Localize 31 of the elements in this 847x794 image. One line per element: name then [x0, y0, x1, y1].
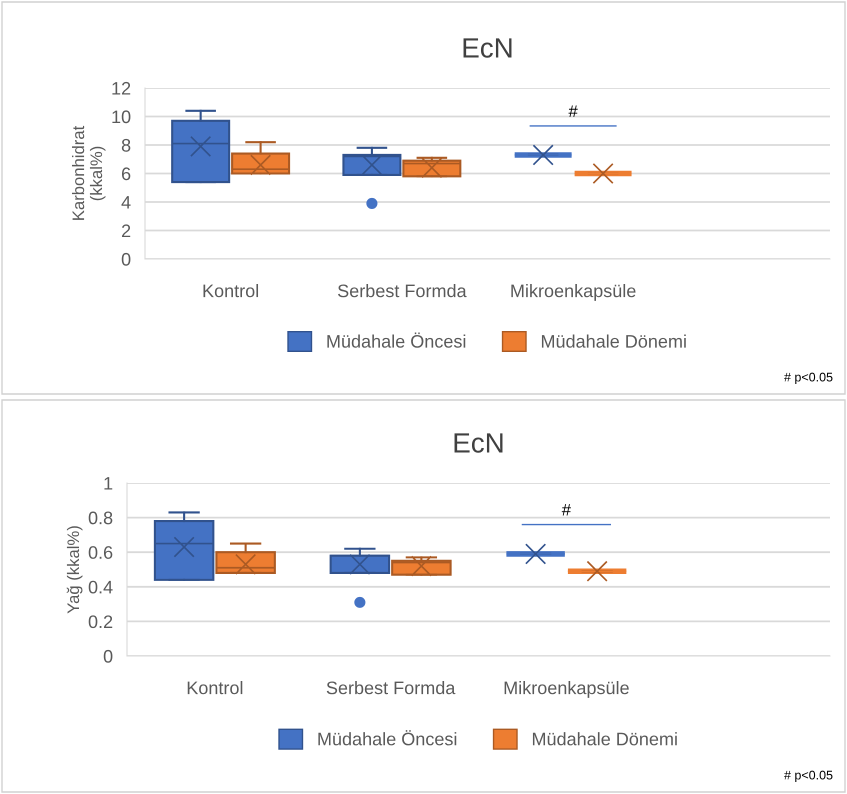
- legend-label: Müdahale Dönemi: [532, 732, 677, 746]
- text: # p<0.05: [784, 770, 832, 782]
- chart-title: EcN: [454, 433, 502, 453]
- legend-label: Müdahale Dönemi: [542, 334, 686, 348]
- y-tick-label: 0.2: [88, 615, 112, 628]
- text: # p<0.05: [784, 372, 832, 384]
- y-tick-label: 0.8: [88, 512, 112, 524]
- x-tick-label: Mikroenkapsüle: [511, 284, 636, 301]
- annotation: #: [562, 504, 571, 516]
- x-tick-label: Serbest Formda: [338, 284, 467, 298]
- legend-label: Müdahale Öncesi: [327, 332, 466, 348]
- y-tick-label: 0: [104, 650, 112, 663]
- y-tick-label: 0.4: [88, 580, 113, 594]
- x-tick-label: Kontrol: [188, 681, 242, 694]
- y-axis-title: Yağ (kkal%): [66, 526, 82, 614]
- y-tick-label: 4: [121, 196, 131, 209]
- annotation: #: [568, 105, 578, 117]
- x-tick-label: Serbest Formda: [326, 681, 456, 694]
- y-tick-label: 1: [104, 477, 112, 490]
- y-tick-label: 2: [122, 224, 130, 238]
- y-tick-label: 0.6: [88, 546, 112, 559]
- y-tick-label: 6: [122, 167, 130, 180]
- chart-title: EcN: [464, 38, 512, 58]
- y-tick-label: 10: [112, 110, 130, 124]
- x-tick-label: Mikroenkapsüle: [504, 681, 629, 698]
- legend-label: Müdahale Öncesi: [318, 730, 456, 746]
- x-tick-label: Kontrol: [204, 284, 258, 298]
- y-tick-label: 0: [122, 252, 130, 266]
- y-tick-label: 12: [112, 82, 130, 95]
- y-tick-label: 8: [122, 138, 130, 152]
- y-axis-title: Karbonhidrat (kkal%): [72, 126, 106, 220]
